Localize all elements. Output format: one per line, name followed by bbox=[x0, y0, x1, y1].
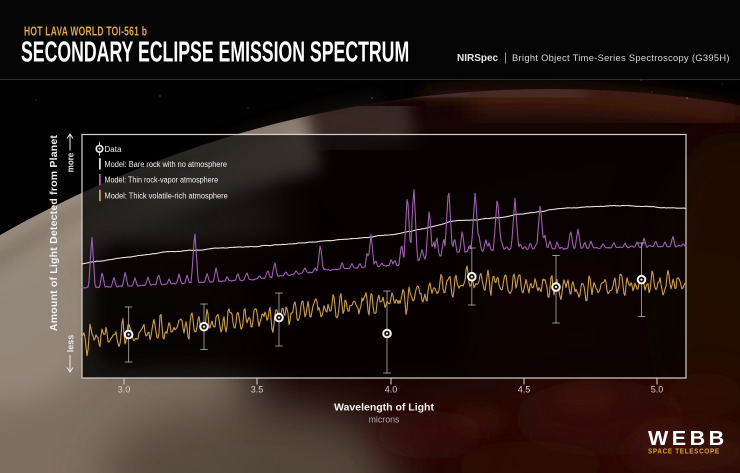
svg-text:WEBB: WEBB bbox=[648, 427, 728, 449]
svg-text:microns: microns bbox=[369, 414, 400, 424]
svg-text:5.0: 5.0 bbox=[651, 385, 664, 395]
svg-text:Wavelength of Light: Wavelength of Light bbox=[334, 402, 434, 414]
svg-text:SPACE TELESCOPE: SPACE TELESCOPE bbox=[648, 448, 720, 455]
svg-text:Bright Object Time-Series Spec: Bright Object Time-Series Spectroscopy (… bbox=[512, 53, 730, 63]
svg-text:NIRSpec: NIRSpec bbox=[457, 53, 499, 64]
svg-text:Amount of Light Detected from: Amount of Light Detected from Planet bbox=[48, 135, 60, 332]
svg-text:3.5: 3.5 bbox=[251, 385, 264, 395]
svg-text:SECONDARY ECLIPSE EMISSION SPE: SECONDARY ECLIPSE EMISSION SPECTRUM bbox=[21, 36, 409, 69]
svg-text:4.0: 4.0 bbox=[385, 385, 398, 395]
svg-text:Model: Thin rock-vapor atmosph: Model: Thin rock-vapor atmosphere bbox=[105, 176, 219, 185]
svg-text:more: more bbox=[66, 153, 77, 173]
svg-text:HOT LAVA WORLD TOI-561 b: HOT LAVA WORLD TOI-561 b bbox=[24, 25, 147, 39]
svg-text:3.0: 3.0 bbox=[118, 385, 131, 395]
svg-text:less: less bbox=[66, 335, 77, 353]
svg-text:Data: Data bbox=[105, 145, 122, 154]
svg-text:Model: Bare rock with no atmos: Model: Bare rock with no atmosphere bbox=[105, 160, 228, 169]
svg-text:Model: Thick volatile-rich atm: Model: Thick volatile-rich atmosphere bbox=[105, 191, 229, 200]
svg-text:4.5: 4.5 bbox=[518, 385, 531, 395]
